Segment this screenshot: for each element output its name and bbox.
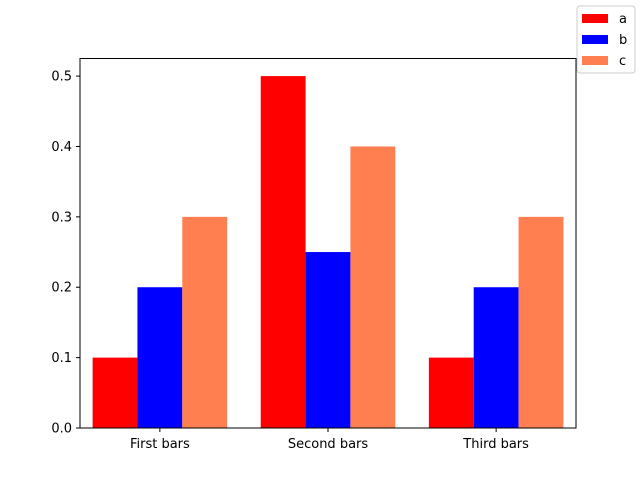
bar-c-2: [350, 146, 396, 428]
x-tick-label: First bars: [130, 437, 190, 452]
y-tick-label: 0.2: [51, 281, 72, 296]
y-tick-label: 0.0: [51, 422, 72, 437]
bar-a-1: [92, 357, 138, 428]
x-tick-label: Third bars: [462, 437, 529, 452]
bar-c-3: [518, 216, 564, 428]
legend-label-a: a: [619, 12, 627, 27]
bar-c-1: [182, 216, 228, 428]
bar-b-2: [305, 252, 351, 428]
legend-label-b: b: [619, 33, 627, 48]
y-tick-label: 0.1: [51, 351, 72, 366]
x-tick-label: Second bars: [288, 437, 369, 452]
legend: a b c: [576, 5, 636, 74]
legend-swatch-c: [582, 56, 608, 65]
y-tick-label: 0.5: [51, 70, 72, 85]
y-tick-label: 0.3: [51, 210, 72, 225]
bar-b-1: [137, 287, 183, 428]
y-axis: 0.0 0.1 0.2 0.3 0.4 0.5: [51, 70, 80, 437]
bar-a-2: [260, 76, 306, 428]
bars-layer: [92, 76, 564, 428]
y-tick-label: 0.4: [51, 140, 72, 155]
legend-label-c: c: [619, 54, 626, 69]
bar-a-3: [428, 357, 474, 428]
legend-swatch-a: [582, 14, 608, 23]
legend-swatch-b: [582, 35, 608, 44]
x-axis: First bars Second bars Third bars: [130, 428, 529, 452]
bar-b-3: [473, 287, 519, 428]
